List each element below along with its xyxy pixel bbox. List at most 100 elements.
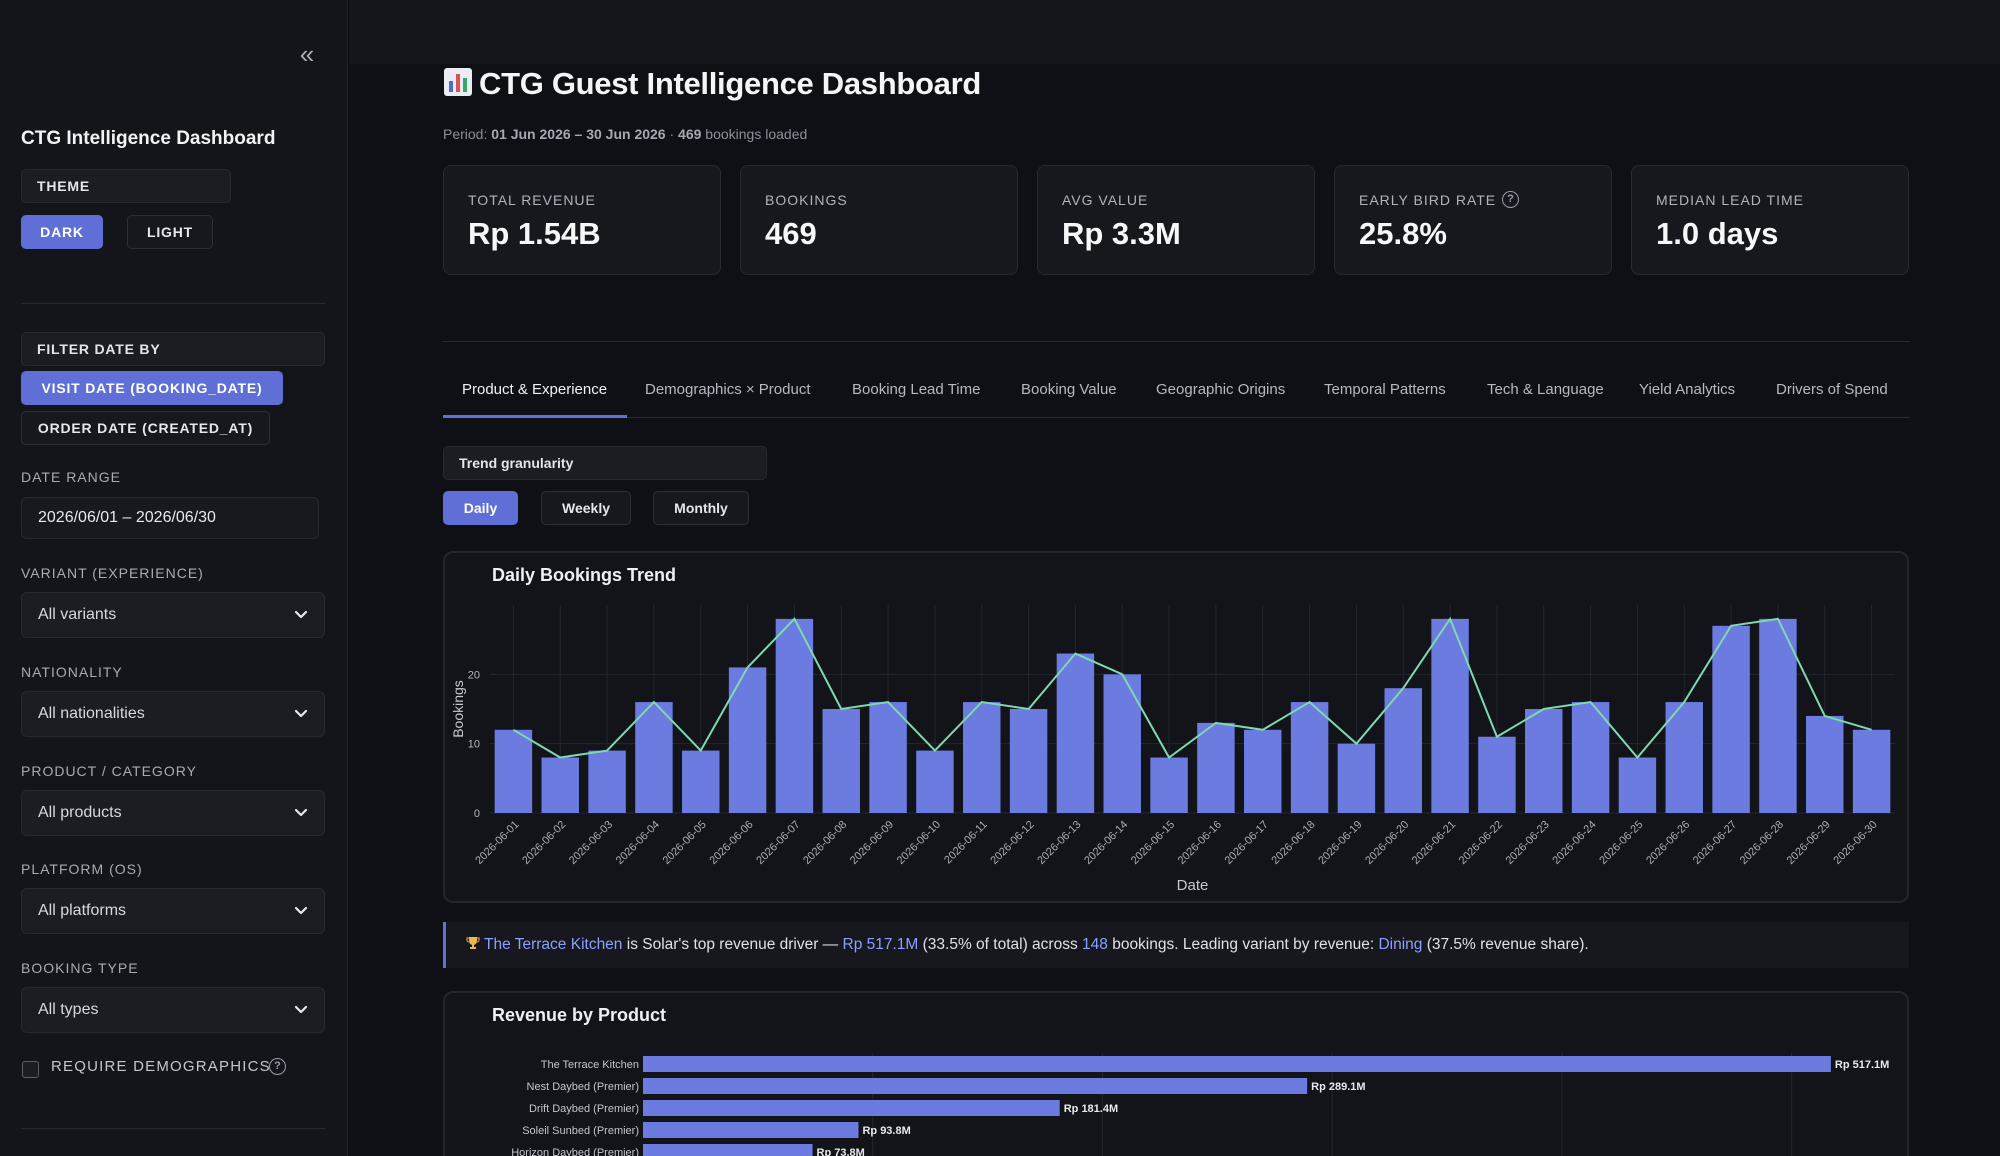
tab-tech-language[interactable]: Tech & Language: [1487, 381, 1604, 398]
tab-drivers-of-spend[interactable]: Drivers of Spend: [1776, 381, 1888, 398]
tab-bar: Product & Experience Demographics × Prod…: [443, 368, 1910, 418]
bar: [1806, 715, 1844, 813]
bar: [1384, 688, 1422, 813]
x-tick-label: 2026-06-14: [1082, 819, 1130, 867]
y-axis-label: Bookings: [450, 680, 466, 738]
x-tick-label: 2026-06-28: [1738, 819, 1786, 867]
insight-text: (33.5% of total) across: [918, 936, 1083, 953]
data-label: Rp 73.8M: [817, 1147, 865, 1156]
daily-bookings-chart: 010202026-06-012026-06-022026-06-032026-…: [450, 605, 1895, 894]
tab-geographic-origins[interactable]: Geographic Origins: [1156, 381, 1286, 398]
sidebar-divider: [21, 303, 325, 304]
x-tick-label: 2026-06-29: [1785, 819, 1833, 867]
tab-product-experience[interactable]: Product & Experience: [462, 381, 608, 398]
x-tick-label: 2026-06-12: [988, 819, 1036, 867]
kpi-label: TOTAL REVENUE: [468, 192, 596, 208]
require-demographics-label: REQUIRE DEMOGRAPHICS: [51, 1058, 271, 1075]
platform-select-value: All platforms: [38, 902, 127, 919]
data-label: Rp 181.4M: [1064, 1103, 1118, 1115]
bar: [1712, 625, 1750, 813]
help-icon[interactable]: ?: [1502, 191, 1519, 208]
x-axis-label: Date: [1177, 877, 1209, 894]
page-title-text: CTG Guest Intelligence Dashboard: [479, 66, 981, 101]
platform-select[interactable]: All platforms: [21, 888, 325, 934]
kpi-value: 1.0 days: [1656, 216, 1779, 251]
category-label: Drift Daybed (Premier): [529, 1103, 639, 1115]
kpi-label: BOOKINGS: [765, 192, 848, 208]
granularity-weekly-button[interactable]: Weekly: [541, 491, 631, 525]
tab-temporal-patterns[interactable]: Temporal Patterns: [1324, 381, 1446, 398]
chart-title: Daily Bookings Trend: [492, 565, 677, 585]
theme-dark-button[interactable]: DARK: [21, 215, 103, 249]
variant-select-value: All variants: [38, 606, 117, 623]
kpi-card-bookings: BOOKINGS 469: [740, 165, 1018, 275]
x-tick-label: 2026-06-17: [1223, 819, 1271, 867]
filter-order-date-button[interactable]: ORDER DATE (CREATED_AT): [21, 411, 270, 445]
x-tick-label: 2026-06-19: [1316, 819, 1364, 867]
category-label: Soleil Sunbed (Premier): [522, 1125, 639, 1137]
nationality-label: NATIONALITY: [21, 664, 123, 680]
bar: [1056, 653, 1095, 813]
y-tick-label: 10: [468, 739, 480, 751]
bar: [728, 667, 767, 813]
x-tick-label: 2026-06-01: [473, 819, 521, 867]
x-tick-label: 2026-06-22: [1457, 819, 1505, 867]
x-tick-label: 2026-06-26: [1644, 819, 1692, 867]
sidebar-divider: [21, 1128, 325, 1129]
insight-bookings: 148: [1082, 936, 1108, 953]
page-title: CTG Guest Intelligence Dashboard: [443, 66, 981, 102]
bar: [1009, 709, 1048, 813]
x-tick-label: 2026-06-25: [1597, 819, 1645, 867]
x-tick-label: 2026-06-13: [1035, 819, 1083, 867]
date-range-input[interactable]: 2026/06/01 – 2026/06/30: [21, 497, 319, 539]
tab-yield-analytics[interactable]: Yield Analytics: [1639, 381, 1736, 398]
theme-label: THEME: [21, 169, 231, 203]
bar: [588, 750, 626, 813]
variant-select[interactable]: All variants: [21, 592, 325, 638]
product-select[interactable]: All products: [21, 790, 325, 836]
tab-booking-value[interactable]: Booking Value: [1021, 381, 1117, 398]
bar: [1525, 709, 1563, 813]
x-tick-label: 2026-06-23: [1504, 819, 1552, 867]
period-separator: ·: [669, 126, 675, 142]
granularity-monthly-button[interactable]: Monthly: [653, 491, 749, 525]
granularity-daily-button[interactable]: Daily: [443, 491, 518, 525]
collapse-sidebar-button[interactable]: «: [294, 41, 320, 68]
tab-booking-lead-time[interactable]: Booking Lead Time: [852, 381, 981, 398]
product-select-value: All products: [38, 804, 122, 821]
x-tick-label: 2026-06-03: [567, 819, 615, 867]
nationality-select-value: All nationalities: [38, 705, 145, 722]
x-tick-label: 2026-06-16: [1176, 819, 1224, 867]
bar: [1618, 757, 1657, 813]
help-icon[interactable]: ?: [269, 1058, 286, 1075]
theme-light-button[interactable]: LIGHT: [127, 215, 213, 249]
y-tick-label: 20: [468, 669, 480, 681]
top-bar: [349, 0, 2000, 64]
nationality-select[interactable]: All nationalities: [21, 691, 325, 737]
trend-line: [512, 616, 1872, 760]
chevron-down-icon: [294, 808, 308, 817]
bar: [1244, 729, 1282, 813]
booking-type-select[interactable]: All types: [21, 987, 325, 1033]
booking-type-label: BOOKING TYPE: [21, 960, 139, 976]
require-demographics-checkbox[interactable]: [22, 1061, 39, 1078]
x-tick-label: 2026-06-21: [1410, 819, 1458, 867]
daily-bookings-trend-panel: Daily Bookings Trend 0 10 20 2026-06-01 2026…: [443, 551, 1909, 903]
kpi-card-avg-value: AVG VALUE Rp 3.3M: [1037, 165, 1315, 275]
filter-visit-date-button[interactable]: VISIT DATE (BOOKING_DATE): [21, 371, 283, 405]
insight-banner: The Terrace Kitchen is Solar's top reven…: [443, 922, 1909, 968]
trophy-icon: [466, 937, 480, 949]
bar: [541, 757, 579, 813]
kpi-label: AVG VALUE: [1062, 192, 1149, 208]
bar: [822, 709, 860, 813]
insight-product: The Terrace Kitchen: [484, 936, 623, 953]
bar: [1665, 702, 1703, 813]
bar: [1759, 618, 1797, 813]
bar: [643, 1122, 859, 1138]
bar: [494, 729, 533, 813]
tab-demographics-product[interactable]: Demographics × Product: [645, 381, 811, 398]
kpi-value: 25.8%: [1359, 216, 1447, 251]
kpi-label: MEDIAN LEAD TIME: [1656, 192, 1804, 208]
x-tick-label: 2026-06-24: [1550, 819, 1598, 867]
platform-label: PLATFORM (OS): [21, 861, 143, 877]
